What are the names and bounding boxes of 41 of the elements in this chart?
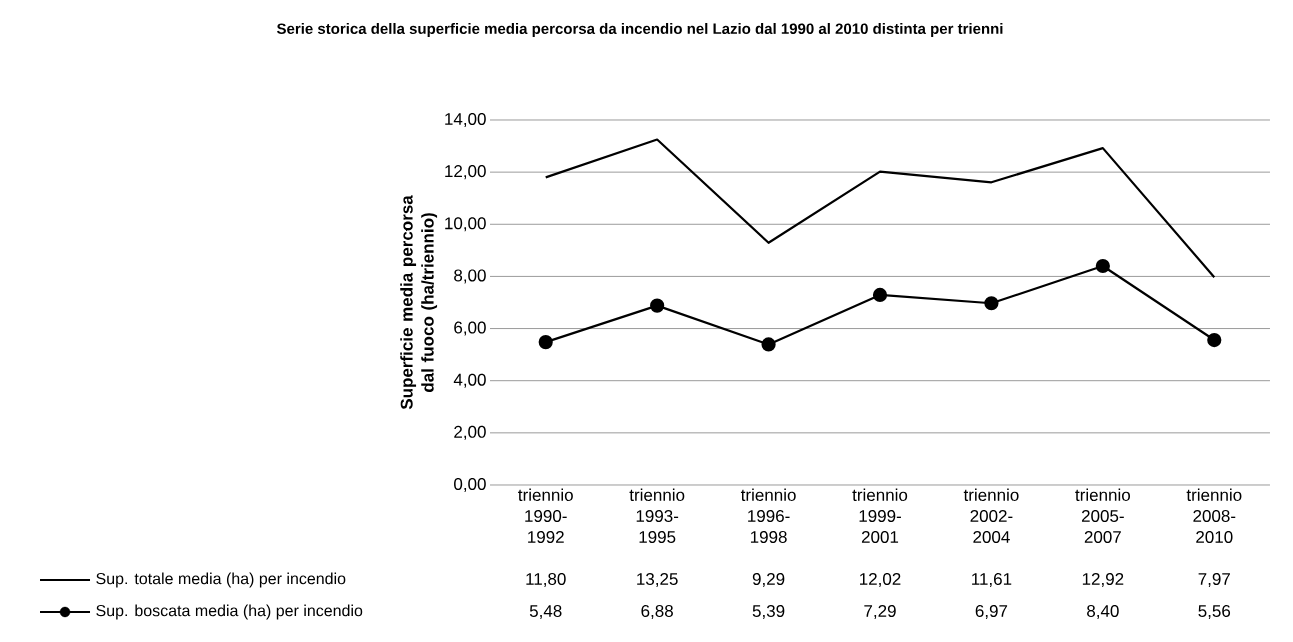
data-label: 5,39: [752, 604, 785, 620]
line-series: [544, 138, 1216, 279]
x-tick-label: triennio 2005-2007: [1075, 488, 1130, 544]
y-tick-label: 8,00: [454, 269, 486, 284]
legend-label: Sup. totale media (ha) per incendio: [96, 572, 346, 588]
y-tick-label: 14,00: [445, 112, 486, 128]
data-label: 7,97: [1198, 572, 1230, 588]
point: [984, 296, 999, 311]
point: [1095, 258, 1110, 274]
x-tick-label: triennio 2008-2010: [1186, 488, 1242, 544]
x-tick-label: triennio 2002-2004: [963, 488, 1019, 544]
data-label: 5,56: [1198, 604, 1231, 620]
point: [1207, 332, 1222, 348]
data-label: 11,61: [972, 572, 1012, 588]
data-label: 12,02: [860, 572, 901, 588]
y-tick-label: 12,00: [445, 165, 486, 180]
data-label: 8,40: [1087, 604, 1119, 620]
data-label: 13,25: [637, 572, 678, 588]
legend-label: Sup. boscata media (ha) per incendio: [96, 604, 363, 620]
x-tick-label: triennio 1996-1998: [740, 488, 796, 544]
point: [761, 337, 776, 352]
y-tick-label: 2,00: [454, 425, 486, 440]
data-label: 9,29: [752, 572, 785, 588]
data-label: 11,80: [526, 572, 566, 588]
x-tick-label: triennio 1990-1992: [518, 488, 573, 544]
data-label: 12,92: [1082, 572, 1124, 588]
point: [538, 335, 553, 350]
data-label: 7,29: [864, 604, 896, 620]
y-tick-label: 0,00: [454, 477, 486, 493]
y-tick-label: 10,00: [445, 217, 486, 232]
y-tick-label: 4,00: [453, 373, 486, 388]
chart-title: Serie storica della superficie media percorsa da incendio nel Lazio dal 1990 al 2010 distinta per trienni: [276, 23, 1003, 37]
x-tick-label: triennio 1993-1995: [629, 488, 685, 544]
point: [650, 298, 665, 313]
data-label: 6,88: [641, 604, 673, 620]
data-label: 6,97: [975, 604, 1008, 620]
point: [872, 287, 888, 303]
x-tick-label: triennio 1999-2001: [852, 488, 908, 544]
y-tick-label: 6,00: [454, 321, 486, 336]
y-axis-title: Superficie media percorsa dal fuoco (ha/triennio): [400, 195, 438, 410]
data-label: 5,48: [529, 604, 562, 620]
